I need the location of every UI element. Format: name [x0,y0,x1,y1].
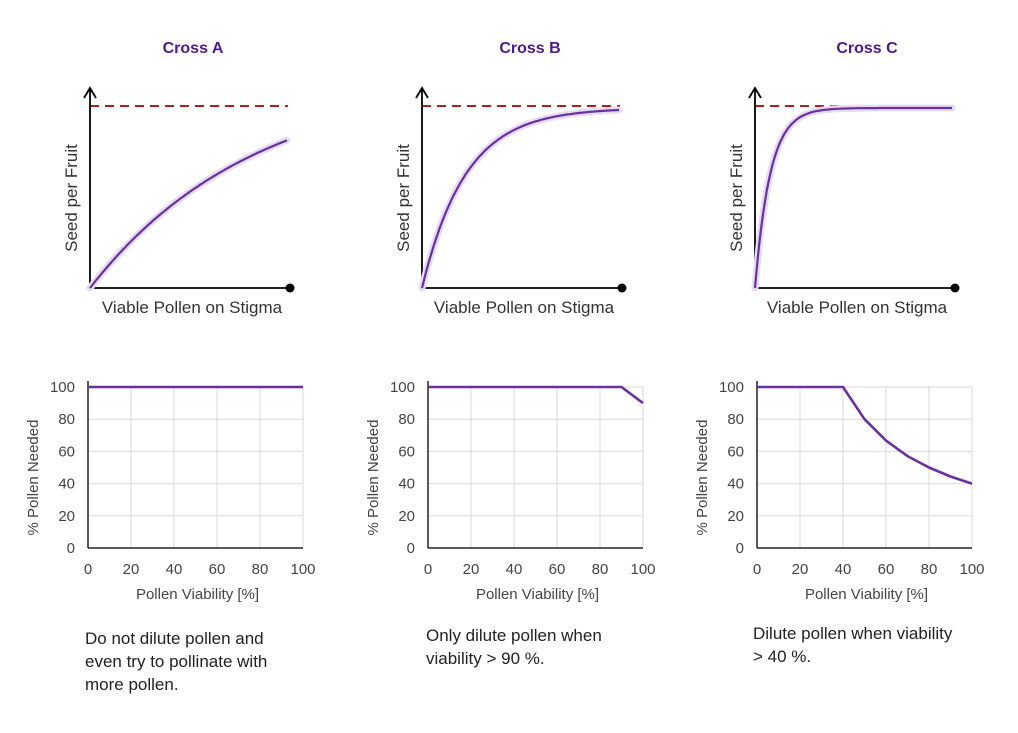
x-tick-label: 80 [252,561,269,578]
y-tick-label: 20 [58,508,75,525]
x-tick-label: 60 [878,561,895,578]
x-tick-label: 20 [463,561,480,578]
pollen-needed-chart-cross-c: 0 20 40 60 80 100 0 20 40 60 80 100 Pollen Viability… [694,379,985,603]
seed-curve-line [420,108,620,289]
schematic-chart-cross-b: Seed per Fruit Viable Pollen on Stigma [394,86,627,317]
x-axis-label: Pollen Viability [%] [136,586,259,603]
pollen-needed-line [428,385,644,405]
y-tick-label: 0 [407,540,415,557]
x-tick-label: 60 [209,561,226,578]
seed-curve-glow [86,136,291,292]
y-axis-arrow-icon [415,86,429,99]
y-tick-label: 20 [398,508,415,525]
x-axis-end-dot [950,283,960,293]
pollen-needed-chart-cross-a: 0 20 40 60 80 100 0 20 40 60 80 100 Pollen Viability… [25,379,316,603]
y-tick-label: 100 [390,379,415,396]
x-axis-label: Pollen Viability [%] [805,586,928,603]
x-tick-label: 20 [792,561,809,578]
x-tick-label: 40 [835,561,852,578]
x-tick-label: 0 [424,561,432,578]
x-tick-label: 100 [630,561,655,578]
seed-curve-line [753,106,952,289]
y-tick-label: 40 [398,476,415,493]
cross-a-title: Cross A [162,40,224,57]
y-axis-arrow-icon [748,86,762,99]
y-tick-label: 0 [67,540,75,557]
y-tick-label: 60 [398,443,415,460]
x-axis-end-dot [617,283,627,293]
y-tick-label: 80 [398,411,415,428]
y-tick-label: 80 [58,411,75,428]
y-tick-label: 40 [58,476,75,493]
seed-curve-line [89,139,288,289]
schematic-y-axis-label: Seed per Fruit [62,144,81,252]
x-tick-label: 0 [753,561,761,578]
x-tick-label: 80 [592,561,609,578]
y-tick-label: 20 [727,508,744,525]
schematic-x-axis-label: Viable Pollen on Stigma [767,298,948,317]
y-tick-label: 0 [736,540,744,557]
cross-b-title: Cross B [499,40,561,57]
x-axis-end-dot [285,283,295,293]
y-tick-label: 60 [58,443,75,460]
x-tick-label: 40 [166,561,183,578]
y-axis-label: % Pollen Needed [25,420,42,536]
schematic-y-axis-label: Seed per Fruit [727,144,746,252]
y-axis-label: % Pollen Needed [365,420,382,536]
y-tick-label: 100 [719,379,744,396]
schematic-chart-cross-c: Seed per Fruit Viable Pollen on Stigma [727,86,960,317]
x-tick-label: 100 [290,561,315,578]
schematic-chart-cross-a: Seed per Fruit Viable Pollen on Stigma [62,86,295,317]
y-tick-label: 60 [727,443,744,460]
recommendation-cross-b: Only dilute pollen when viability > 90 %… [426,626,602,668]
y-tick-label: 40 [727,476,744,493]
schematic-y-axis-label: Seed per Fruit [394,144,413,252]
x-axis-label: Pollen Viability [%] [476,586,599,603]
schematic-x-axis-label: Viable Pollen on Stigma [102,298,283,317]
x-tick-label: 60 [549,561,566,578]
recommendation-cross-a: Do not dilute pollen and even try to pol… [85,629,268,694]
x-tick-label: 100 [959,561,984,578]
y-tick-label: 100 [50,379,75,396]
x-tick-label: 20 [123,561,140,578]
pollen-needed-line [757,385,973,485]
x-tick-label: 40 [506,561,523,578]
x-tick-label: 0 [84,561,92,578]
pollen-needed-chart-cross-b: 0 20 40 60 80 100 0 20 40 60 80 100 Pollen Viability… [365,379,656,603]
y-axis-arrow-icon [83,86,97,99]
x-tick-label: 80 [921,561,938,578]
y-tick-label: 80 [727,411,744,428]
schematic-x-axis-label: Viable Pollen on Stigma [434,298,615,317]
recommendation-cross-c: Dilute pollen when viability > 40 %. [753,624,953,666]
cross-c-title: Cross C [836,40,898,57]
y-axis-label: % Pollen Needed [694,420,711,536]
